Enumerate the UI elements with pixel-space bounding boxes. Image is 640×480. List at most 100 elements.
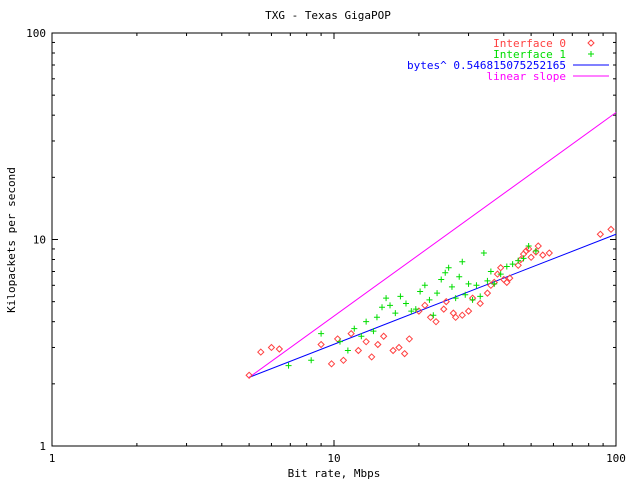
point-interface-1 (532, 247, 539, 254)
point-interface-1 (473, 282, 480, 289)
point-interface-1 (469, 296, 476, 303)
point-interface-0 (367, 353, 376, 361)
point-interface-1 (520, 255, 527, 262)
axis-tick-labels: 1 10 100 1 10 100 (26, 27, 626, 465)
point-interface-1 (421, 282, 428, 289)
point-interface-0 (432, 317, 440, 326)
point-interface-0 (514, 261, 522, 270)
point-interface-0 (517, 255, 525, 264)
point-interface-1 (370, 328, 377, 335)
point-interface-0 (389, 346, 397, 355)
point-interface-1 (408, 308, 415, 315)
point-interface-0 (493, 270, 502, 278)
point-interface-1 (434, 290, 441, 297)
plot-area (51, 32, 617, 447)
point-interface-0 (503, 278, 511, 287)
point-interface-1 (373, 314, 380, 321)
point-interface-0 (534, 242, 542, 250)
point-interface-1 (509, 261, 516, 268)
point-interface-1 (402, 300, 409, 307)
point-interface-1 (452, 295, 459, 302)
point-interface-0 (257, 348, 265, 356)
x-tick-label: 100 (606, 452, 626, 465)
point-interface-0 (607, 225, 615, 234)
point-interface-1 (477, 293, 484, 300)
point-interface-1 (456, 273, 463, 280)
point-interface-0 (421, 301, 429, 310)
legend-swatch-interface-0 (587, 39, 595, 47)
point-interface-1 (459, 258, 466, 265)
legend-label-linear-slope: linear slope (487, 70, 566, 83)
point-interface-1 (462, 291, 469, 298)
legend-label-interface-0: Interface 0 (493, 37, 566, 50)
point-interface-1 (448, 283, 455, 290)
y-axis-label: Kilopackets per second (5, 167, 18, 313)
point-interface-1 (465, 280, 472, 287)
point-interface-0 (524, 245, 533, 253)
point-interface-0 (275, 345, 284, 353)
point-interface-0 (464, 307, 473, 315)
point-interface-1 (363, 318, 370, 325)
point-interface-0 (426, 313, 435, 322)
point-interface-1 (392, 310, 399, 317)
point-interface-1 (438, 276, 445, 283)
data-points (245, 225, 615, 379)
point-interface-1 (387, 302, 394, 309)
point-interface-0 (379, 332, 388, 340)
point-interface-0 (415, 307, 423, 315)
point-interface-0 (245, 371, 253, 379)
point-interface-1 (417, 288, 424, 295)
x-tick-label: 1 (49, 452, 56, 465)
point-interface-1 (497, 271, 504, 278)
y-tick-label: 100 (26, 27, 46, 40)
point-interface-1 (442, 269, 449, 276)
point-interface-0 (317, 340, 325, 349)
point-interface-1 (412, 306, 419, 313)
point-interface-0 (449, 309, 458, 317)
point-interface-1 (426, 296, 433, 303)
point-interface-0 (451, 313, 460, 322)
point-interface-0 (483, 289, 492, 297)
line-bytes-0-546815075252165 (248, 233, 617, 378)
legend-label-bytes-0-546815075252165: bytes^ 0.546815075252165 (407, 59, 566, 72)
point-interface-0 (545, 249, 553, 257)
point-interface-0 (527, 253, 535, 262)
x-axis-label: Bit rate, Mbps (288, 467, 381, 480)
point-interface-1 (515, 257, 522, 264)
point-interface-0 (395, 343, 403, 352)
point-interface-0 (374, 340, 382, 349)
point-interface-1 (383, 295, 390, 302)
point-interface-0 (596, 230, 605, 238)
point-interface-0 (362, 337, 370, 346)
point-interface-1 (308, 357, 315, 364)
legend-swatch-interface-1 (588, 51, 594, 57)
point-interface-0 (327, 360, 336, 368)
point-interface-0 (522, 247, 530, 255)
axis-ticks (51, 33, 616, 447)
point-interface-1 (480, 250, 487, 257)
point-interface-0 (442, 297, 450, 306)
point-interface-1 (430, 312, 437, 319)
chart-title: TXG - Texas GigaPOP (265, 9, 391, 22)
point-interface-1 (285, 362, 292, 369)
fit-lines (248, 112, 617, 378)
point-interface-0 (496, 264, 505, 272)
point-interface-1 (379, 304, 386, 311)
point-interface-0 (476, 299, 484, 308)
point-interface-1 (336, 338, 343, 345)
point-interface-0 (405, 335, 414, 343)
point-interface-0 (506, 274, 514, 282)
point-interface-0 (400, 349, 409, 358)
x-tick-label: 10 (327, 452, 340, 465)
point-interface-1 (484, 277, 491, 284)
point-interface-1 (351, 325, 358, 332)
point-interface-1 (318, 330, 325, 337)
point-interface-1 (525, 243, 532, 250)
point-interface-1 (503, 263, 510, 270)
point-interface-0 (354, 346, 363, 355)
point-interface-1 (445, 264, 452, 271)
point-interface-0 (458, 311, 466, 319)
point-interface-0 (539, 251, 547, 259)
